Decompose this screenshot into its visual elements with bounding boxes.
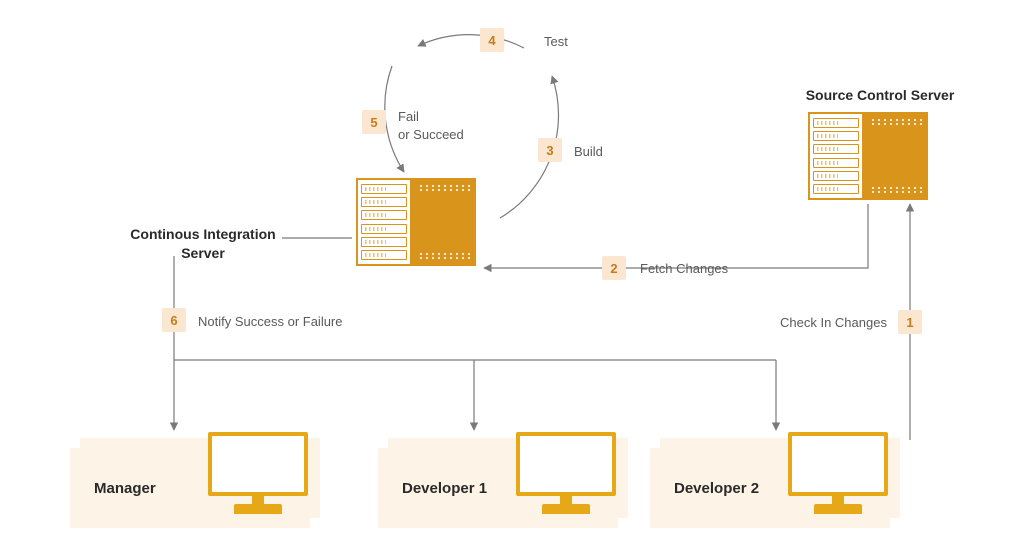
step-label-2: Fetch Changes [640,260,728,278]
edge-scs-to-ci [484,204,868,268]
step-badge-1: 1 [898,310,922,334]
ci-flow-diagram: Continous Integration Server Source Cont… [0,0,1024,548]
step-label-1: Check In Changes [780,314,887,332]
ci-server-title: Continous Integration Server [118,225,288,263]
developer1-label: Developer 1 [402,480,487,497]
developer2-label: Developer 2 [674,480,759,497]
developer2-card: Developer 2 [650,438,900,528]
manager-card: Manager [70,438,320,528]
edge-cycle-test [418,35,524,48]
step-badge-5: 5 [362,110,386,134]
step-label-5: Fail or Succeed [398,108,464,143]
step-label-3: Build [574,143,603,161]
monitor-icon [788,432,888,524]
scs-icon [808,112,928,200]
scs-title: Source Control Server [780,86,980,105]
step-badge-2: 2 [602,256,626,280]
developer1-card: Developer 1 [378,438,628,528]
monitor-icon [516,432,616,524]
step-badge-4: 4 [480,28,504,52]
manager-label: Manager [94,480,156,497]
step-badge-6: 6 [162,308,186,332]
monitor-icon [208,432,308,524]
step-badge-3: 3 [538,138,562,162]
step-label-4: Test [544,33,568,51]
ci-server-icon [356,178,476,266]
step-label-6: Notify Success or Failure [198,313,343,331]
